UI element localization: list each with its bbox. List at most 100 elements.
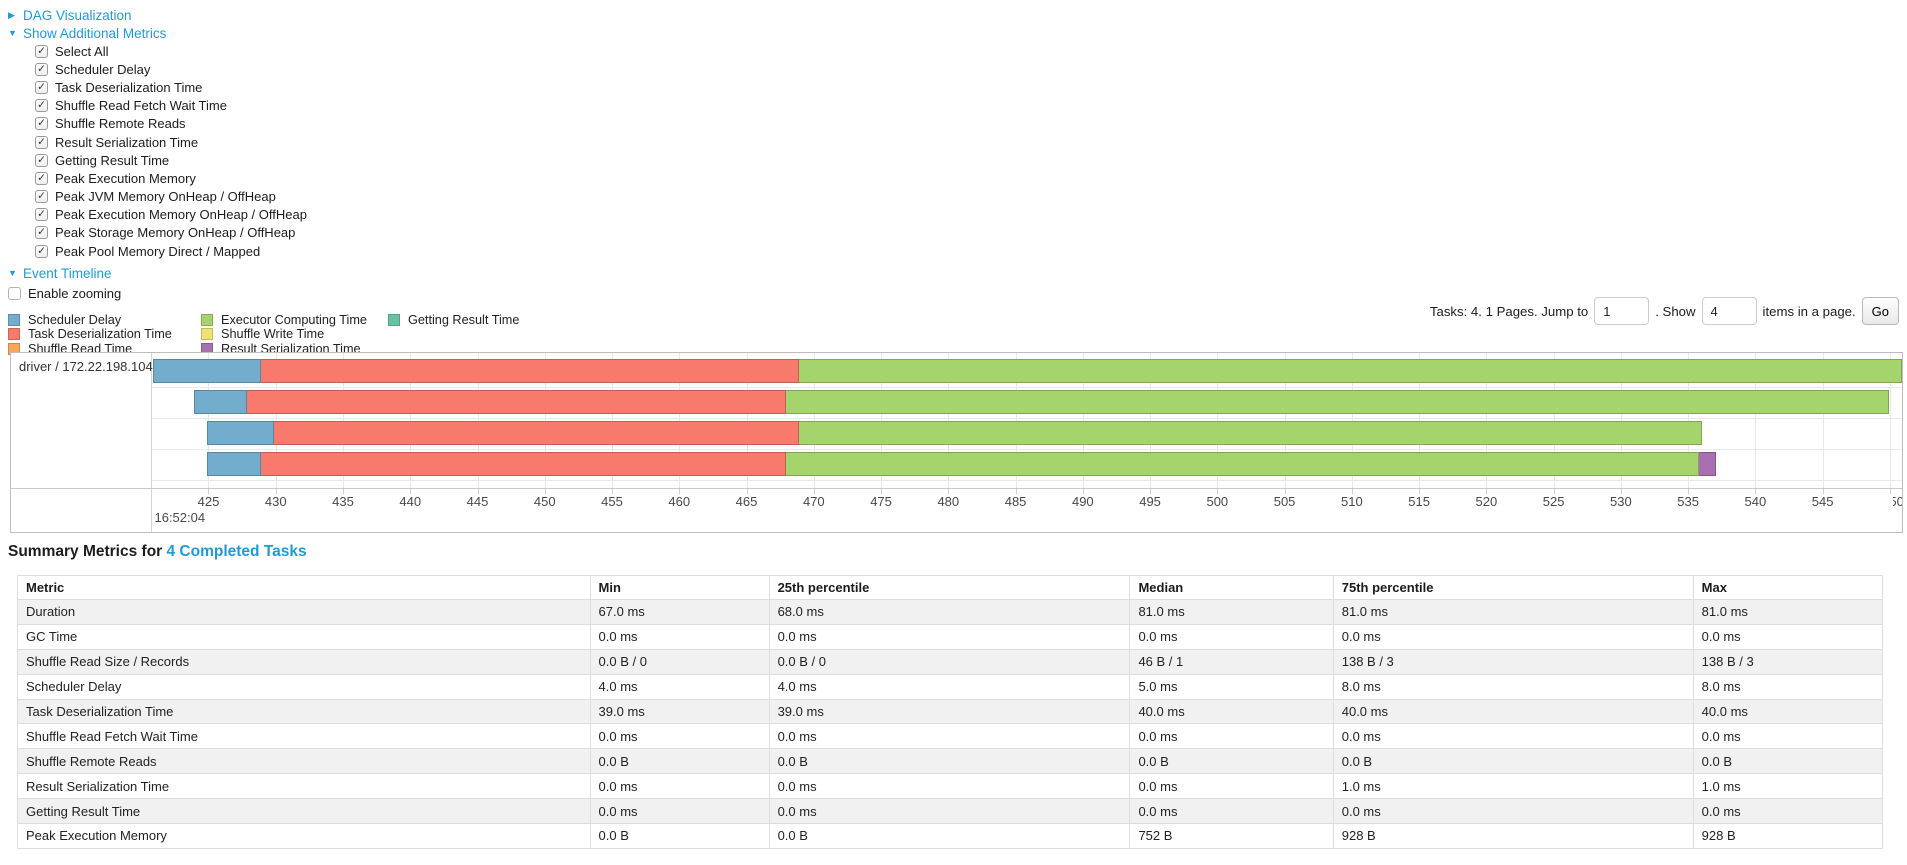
metric-value-cell: 0.0 ms — [768, 773, 1131, 800]
legend-column: Executor Computing Time Shuffle Write Tim… — [201, 312, 367, 356]
axis-tick — [1553, 489, 1555, 494]
checkbox-icon[interactable]: ✓ — [35, 190, 48, 204]
event-timeline-label: Event Timeline — [23, 265, 112, 281]
legend-item-scheduler-delay: Scheduler Delay — [8, 312, 172, 327]
metric-value-cell: 39.0 ms — [589, 698, 770, 725]
checkbox-icon[interactable]: ✓ — [35, 62, 48, 76]
axis-tick — [746, 489, 748, 494]
axis-tick — [1082, 489, 1084, 494]
metric-checkbox-row[interactable]: ✓ Select All — [35, 42, 1907, 60]
metric-checkbox-row[interactable]: ✓ Peak Pool Memory Direct / Mapped — [35, 242, 1907, 260]
task-segment-executor-computing — [798, 359, 1902, 383]
timeline-plot-area — [152, 353, 1902, 488]
task-segment-executor-computing — [785, 390, 1889, 414]
gridline — [1351, 353, 1353, 488]
metric-checkbox-row[interactable]: ✓ Task Deserialization Time — [35, 78, 1907, 96]
show-additional-metrics-toggle[interactable]: ▼ Show Additional Metrics — [8, 24, 1907, 42]
metric-value-cell: 0.0 ms — [1129, 773, 1334, 800]
checkbox-icon[interactable]: ✓ — [35, 153, 48, 167]
legend-swatch-icon — [201, 328, 213, 340]
metric-checkbox-row[interactable]: ✓ Scheduler Delay — [35, 60, 1907, 78]
timeline-task-bar — [207, 421, 1702, 445]
task-segment-task-deserialization — [247, 390, 786, 414]
checkbox-icon[interactable]: ✓ — [35, 171, 48, 185]
axis-tick-label: 455 — [601, 494, 623, 509]
legend-column: Scheduler Delay Task Deserialization Time… — [8, 312, 172, 356]
table-row: Shuffle Read Fetch Wait Time 0.0 ms 0.0 ms… — [17, 723, 1884, 750]
items-per-page-input[interactable] — [1701, 297, 1757, 325]
metric-value-cell: 0.0 ms — [589, 798, 770, 825]
gridline — [1755, 353, 1757, 488]
task-segment-task-deserialization — [260, 359, 799, 383]
legend-item-task-deserialization: Task Deserialization Time — [8, 327, 172, 342]
dag-visualization-toggle[interactable]: ▶ DAG Visualization — [8, 6, 1907, 24]
axis-tick-label: 535 — [1677, 494, 1699, 509]
metric-value-cell: 1.0 ms — [1692, 773, 1884, 800]
checkbox-icon[interactable]: ✓ — [35, 117, 48, 131]
metric-value-cell: 46 B / 1 — [1129, 648, 1334, 675]
metric-checkbox-label: Peak JVM Memory OnHeap / OffHeap — [55, 189, 276, 205]
column-header: 75th percentile — [1332, 575, 1694, 600]
column-header: Median — [1129, 575, 1334, 600]
metric-checkbox-row[interactable]: ✓ Peak Execution Memory OnHeap / OffHeap — [35, 206, 1907, 224]
column-header: 25th percentile — [768, 575, 1131, 600]
metric-checkbox-label: Select All — [55, 43, 109, 59]
metric-checkbox-label: Task Deserialization Time — [55, 79, 203, 95]
table-row: Peak Execution Memory 0.0 B 0.0 B 752 B 928 … — [17, 823, 1884, 849]
metric-checkbox-label: Scheduler Delay — [55, 61, 151, 77]
checkbox-icon[interactable] — [8, 286, 21, 300]
gridline — [1486, 353, 1488, 488]
metric-checkbox-row[interactable]: ✓ Peak JVM Memory OnHeap / OffHeap — [35, 188, 1907, 206]
axis-tick — [1150, 489, 1152, 494]
gridline — [1015, 353, 1017, 488]
gridline — [1419, 353, 1421, 488]
checkbox-icon[interactable]: ✓ — [35, 44, 48, 58]
axis-tick-label: 440 — [399, 494, 422, 509]
metric-checkbox-row[interactable]: ✓ Shuffle Read Fetch Wait Time — [35, 97, 1907, 115]
axis-tick — [1755, 489, 1757, 494]
checkbox-icon[interactable]: ✓ — [35, 135, 48, 149]
metric-checkbox-row[interactable]: ✓ Peak Storage Memory OnHeap / OffHeap — [35, 224, 1907, 242]
metric-name-cell: Duration — [17, 599, 591, 625]
axis-tick-label: 500 — [1206, 494, 1229, 509]
checkbox-icon[interactable]: ✓ — [35, 244, 48, 258]
metric-checkbox-row[interactable]: ✓ Result Serialization Time — [35, 133, 1907, 151]
legend-column: Getting Result Time — [388, 312, 519, 327]
stage-controls-section: ▶ DAG Visualization ▼ Show Additional Me… — [0, 0, 1907, 358]
metric-value-cell: 4.0 ms — [589, 673, 770, 700]
metric-value-cell: 81.0 ms — [1692, 599, 1884, 625]
checkbox-icon[interactable]: ✓ — [35, 226, 48, 240]
enable-zooming-checkbox-row[interactable]: Enable zooming — [8, 284, 1907, 302]
metric-value-cell: 0.0 ms — [768, 623, 1131, 650]
metric-checkbox-label: Peak Pool Memory Direct / Mapped — [55, 243, 261, 259]
enable-zooming-label: Enable zooming — [28, 285, 122, 301]
metric-value-cell: 4.0 ms — [768, 673, 1131, 700]
metric-value-cell: 0.0 ms — [589, 723, 770, 750]
checkbox-icon[interactable]: ✓ — [35, 99, 48, 113]
completed-tasks-link[interactable]: 4 Completed Tasks — [166, 543, 307, 560]
go-button[interactable]: Go — [1861, 297, 1899, 325]
checkbox-icon[interactable]: ✓ — [35, 208, 48, 222]
table-row: Getting Result Time 0.0 ms 0.0 ms 0.0 ms 0.0… — [17, 798, 1884, 825]
checkbox-icon[interactable]: ✓ — [35, 80, 48, 94]
axis-tick — [208, 489, 210, 494]
metric-name-cell: GC Time — [17, 623, 591, 650]
axis-tick-label: 540 — [1744, 494, 1767, 509]
metric-value-cell: 928 B — [1692, 823, 1884, 849]
legend-label: Getting Result Time — [408, 312, 520, 327]
event-timeline-toggle[interactable]: ▼ Event Timeline — [8, 264, 1907, 282]
metric-checkbox-label: Getting Result Time — [55, 152, 170, 168]
metric-checkbox-row[interactable]: ✓ Peak Execution Memory — [35, 169, 1907, 187]
metric-checkbox-row[interactable]: ✓ Getting Result Time — [35, 151, 1907, 169]
metric-value-cell: 0.0 ms — [768, 798, 1131, 825]
jump-to-page-input[interactable] — [1594, 297, 1650, 325]
gridline — [881, 353, 883, 488]
metric-name-cell: Getting Result Time — [17, 798, 591, 825]
axis-line — [11, 488, 1902, 489]
axis-tick — [679, 489, 681, 494]
task-segment-task-deserialization — [260, 452, 786, 476]
metric-value-cell: 0.0 ms — [1332, 723, 1694, 750]
axis-tick — [410, 489, 412, 494]
column-header: Min — [589, 575, 770, 600]
metric-checkbox-row[interactable]: ✓ Shuffle Remote Reads — [35, 115, 1907, 133]
